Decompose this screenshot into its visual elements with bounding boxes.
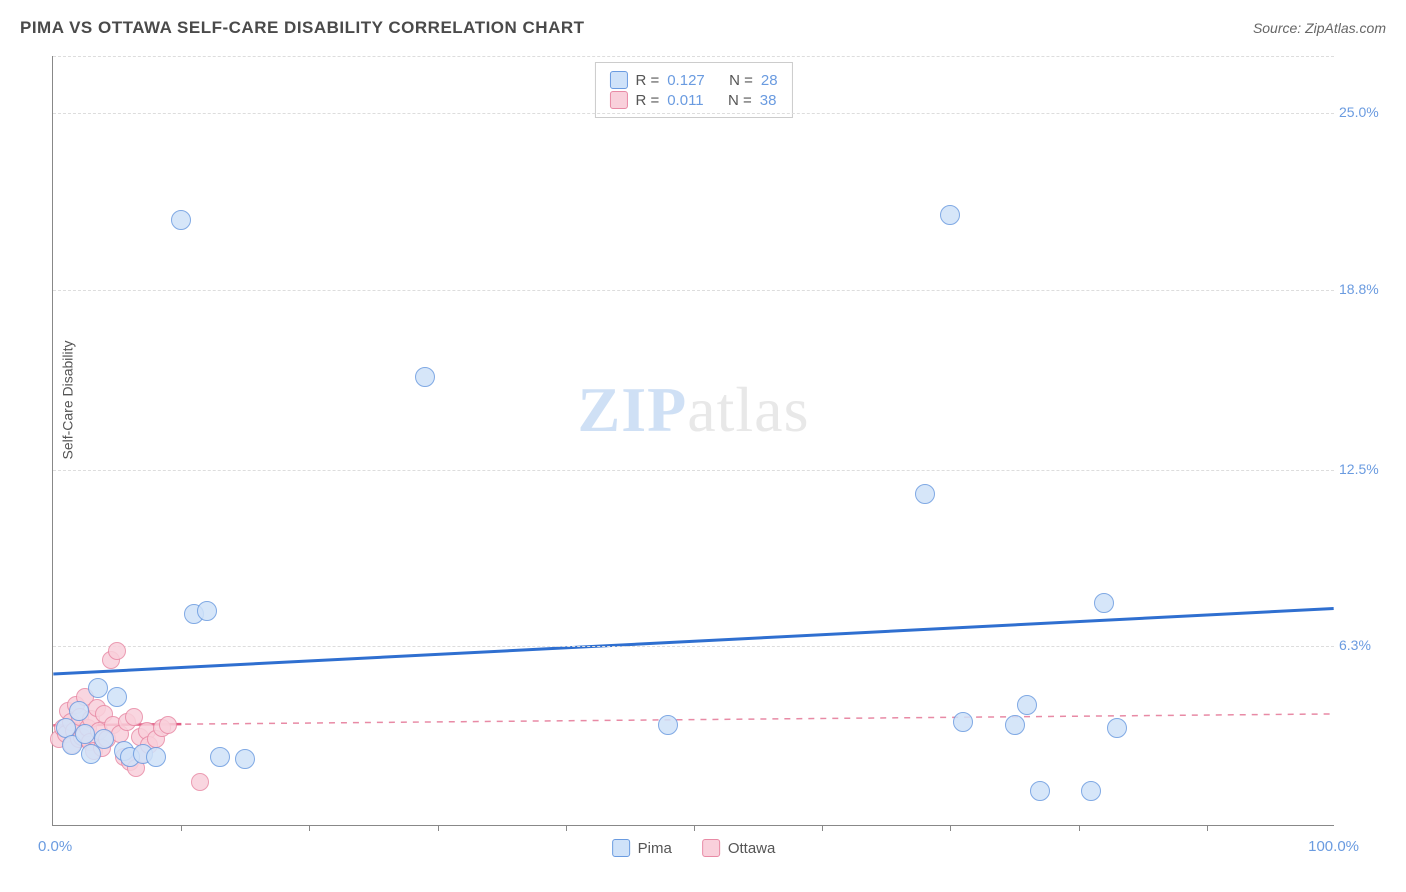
x-max-label: 100.0% xyxy=(1308,838,1359,855)
n-label: N = xyxy=(728,92,752,109)
pima-r-value: 0.127 xyxy=(667,72,705,89)
pima-swatch xyxy=(612,839,630,857)
trend-lines-layer xyxy=(53,56,1334,825)
source-attribution: Source: ZipAtlas.com xyxy=(1253,20,1386,36)
series-legend: Pima Ottawa xyxy=(612,839,776,857)
pima-point xyxy=(915,484,935,504)
gridline xyxy=(53,470,1334,471)
y-tick-label: 18.8% xyxy=(1339,281,1394,297)
legend-item-ottawa: Ottawa xyxy=(702,839,776,857)
pima-point xyxy=(88,678,108,698)
key-row-ottawa: R = 0.011 N = 38 xyxy=(609,91,777,109)
gridline xyxy=(53,646,1334,647)
pima-point xyxy=(658,715,678,735)
key-row-pima: R = 0.127 N = 28 xyxy=(609,71,777,89)
pima-swatch xyxy=(609,71,627,89)
gridline xyxy=(53,113,1334,114)
pima-point xyxy=(171,210,191,230)
x-tick-mark xyxy=(309,825,310,831)
pima-point xyxy=(69,701,89,721)
ottawa-trend-line xyxy=(53,714,1333,725)
chart-title: PIMA VS OTTAWA SELF-CARE DISABILITY CORR… xyxy=(20,18,585,38)
x-tick-mark xyxy=(950,825,951,831)
pima-point xyxy=(94,729,114,749)
pima-point xyxy=(1017,695,1037,715)
pima-point xyxy=(1081,781,1101,801)
x-tick-mark xyxy=(1207,825,1208,831)
n-label: N = xyxy=(729,72,753,89)
ottawa-point xyxy=(108,642,126,660)
gridline xyxy=(53,56,1334,57)
x-tick-mark xyxy=(822,825,823,831)
ottawa-point xyxy=(191,773,209,791)
plot-area: ZIPatlas R = 0.127 N = 28 R = 0.011 N = … xyxy=(52,56,1334,826)
ottawa-swatch xyxy=(702,839,720,857)
pima-point xyxy=(1005,715,1025,735)
pima-point xyxy=(1030,781,1050,801)
y-tick-label: 6.3% xyxy=(1339,637,1394,653)
y-tick-label: 12.5% xyxy=(1339,461,1394,477)
ottawa-label: Ottawa xyxy=(728,840,776,857)
pima-point xyxy=(235,749,255,769)
gridline xyxy=(53,290,1334,291)
x-tick-mark xyxy=(1079,825,1080,831)
r-label: R = xyxy=(635,72,659,89)
x-tick-mark xyxy=(181,825,182,831)
pima-point xyxy=(1107,718,1127,738)
pima-point xyxy=(197,601,217,621)
legend-item-pima: Pima xyxy=(612,839,672,857)
ottawa-point xyxy=(159,716,177,734)
ottawa-n-value: 38 xyxy=(760,92,777,109)
x-tick-mark xyxy=(694,825,695,831)
x-tick-mark xyxy=(438,825,439,831)
x-tick-mark xyxy=(566,825,567,831)
correlation-key: R = 0.127 N = 28 R = 0.011 N = 38 xyxy=(594,62,792,118)
pima-point xyxy=(146,747,166,767)
pima-label: Pima xyxy=(638,840,672,857)
x-min-label: 0.0% xyxy=(38,838,72,855)
watermark: ZIPatlas xyxy=(578,373,810,447)
pima-trend-line xyxy=(53,609,1333,675)
pima-point xyxy=(940,205,960,225)
y-tick-label: 25.0% xyxy=(1339,104,1394,120)
ottawa-swatch xyxy=(609,91,627,109)
pima-n-value: 28 xyxy=(761,72,778,89)
pima-point xyxy=(1094,593,1114,613)
pima-point xyxy=(415,367,435,387)
pima-point xyxy=(953,712,973,732)
pima-point xyxy=(75,724,95,744)
ottawa-r-value: 0.011 xyxy=(667,92,703,109)
pima-point xyxy=(107,687,127,707)
pima-point xyxy=(210,747,230,767)
r-label: R = xyxy=(635,92,659,109)
